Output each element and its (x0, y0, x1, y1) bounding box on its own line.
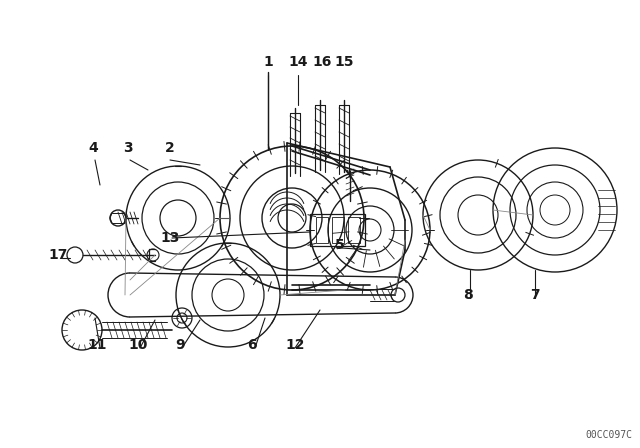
Text: 16: 16 (312, 55, 332, 69)
Bar (348, 217, 360, 243)
Text: 7: 7 (530, 288, 540, 302)
Bar (332, 217, 344, 243)
Text: 14: 14 (288, 55, 308, 69)
Text: 5: 5 (335, 238, 345, 252)
Text: 3: 3 (123, 141, 133, 155)
Text: 11: 11 (87, 338, 107, 352)
Text: 1: 1 (263, 55, 273, 69)
Text: 4: 4 (88, 141, 98, 155)
Text: 13: 13 (160, 231, 180, 245)
Text: 8: 8 (463, 288, 473, 302)
Text: 2: 2 (165, 141, 175, 155)
Text: 17: 17 (48, 248, 68, 262)
Bar (316, 217, 328, 243)
Text: 6: 6 (247, 338, 257, 352)
Text: 00CC097C: 00CC097C (585, 430, 632, 440)
Text: 9: 9 (175, 338, 185, 352)
Text: 10: 10 (128, 338, 148, 352)
Text: 12: 12 (285, 338, 305, 352)
Text: 15: 15 (334, 55, 354, 69)
Bar (310, 214, 365, 246)
